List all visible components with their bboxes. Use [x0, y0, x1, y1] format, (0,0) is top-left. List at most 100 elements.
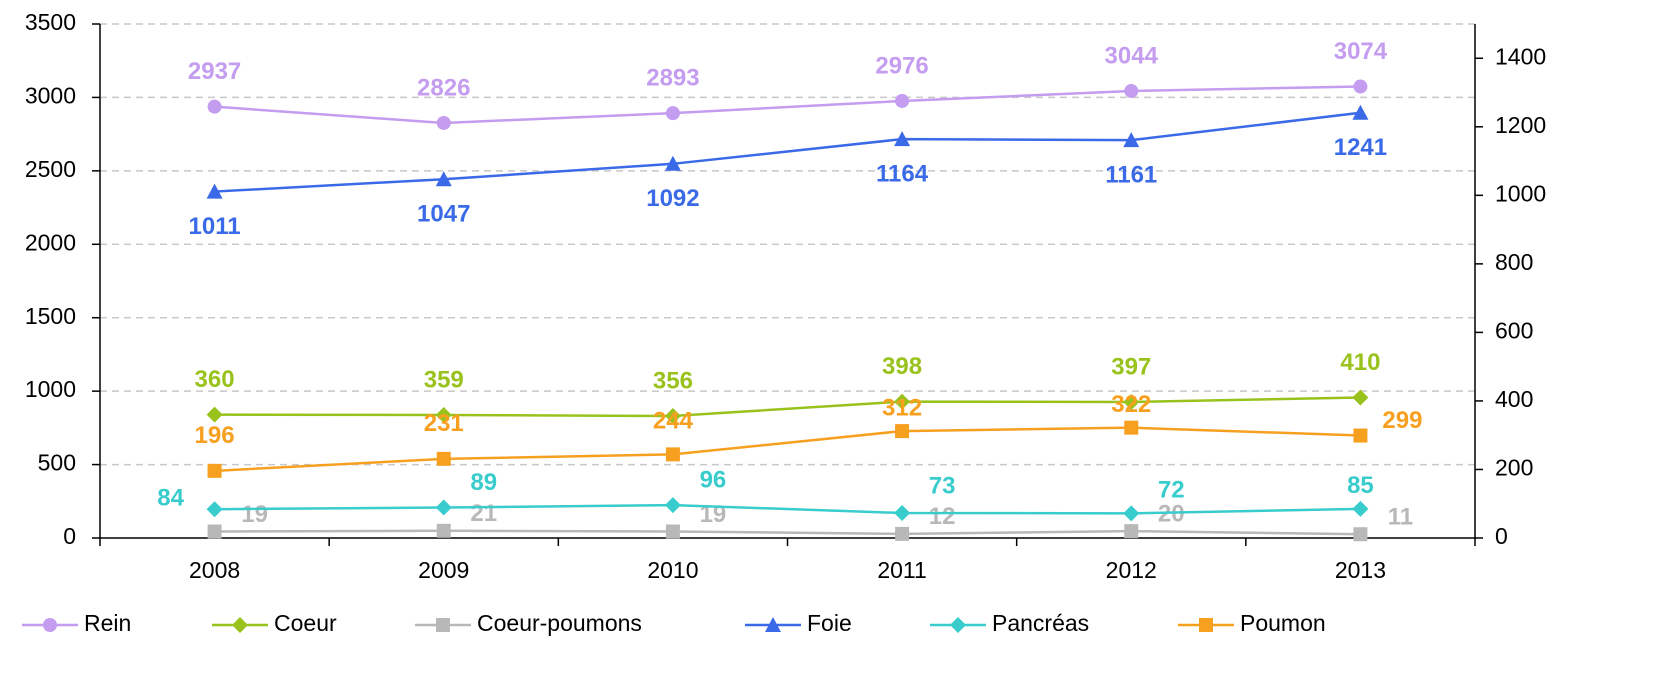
- point: [895, 424, 910, 439]
- legend-label: Coeur: [274, 610, 337, 636]
- data-label: 21: [470, 500, 497, 527]
- point: [894, 393, 911, 410]
- legend-marker: [1199, 618, 1213, 632]
- y2-tick-label: 1000: [1495, 180, 1546, 206]
- data-label: 196: [195, 422, 235, 449]
- point: [206, 183, 223, 199]
- legend-marker: [950, 617, 966, 633]
- y-tick-label: 1000: [25, 376, 76, 402]
- point: [435, 406, 452, 423]
- point: [436, 115, 451, 130]
- y2-tick-label: 600: [1495, 317, 1533, 343]
- point: [665, 106, 680, 121]
- point: [207, 99, 222, 114]
- data-label: 312: [882, 394, 922, 421]
- data-label: 12: [929, 503, 956, 530]
- data-label: 1011: [189, 213, 241, 240]
- point: [1124, 83, 1139, 98]
- y2-tick-label: 400: [1495, 386, 1533, 412]
- point: [665, 447, 680, 462]
- point: [895, 526, 910, 541]
- point: [664, 497, 681, 514]
- y2-tick-label: 1400: [1495, 43, 1546, 69]
- point: [664, 155, 681, 171]
- data-label: 360: [195, 366, 235, 393]
- legend-marker: [436, 618, 450, 632]
- point: [1352, 500, 1369, 517]
- point: [1352, 389, 1369, 406]
- data-label: 1161: [1105, 162, 1157, 189]
- data-label: 20: [1158, 500, 1185, 527]
- y-tick-label: 3500: [25, 9, 76, 35]
- y-tick-label: 2500: [25, 156, 76, 182]
- data-label: 299: [1382, 407, 1422, 434]
- point: [206, 501, 223, 518]
- data-label: 89: [470, 469, 497, 496]
- point: [894, 131, 911, 147]
- point: [206, 406, 223, 423]
- data-label: 2976: [875, 52, 928, 79]
- data-label: 84: [157, 485, 184, 512]
- point: [894, 504, 911, 521]
- x-tick-label: 2013: [1335, 557, 1386, 583]
- data-label: 1092: [646, 185, 699, 212]
- point: [1353, 527, 1368, 542]
- point: [1353, 428, 1368, 443]
- x-tick-label: 2008: [189, 557, 240, 583]
- point: [664, 408, 681, 425]
- data-label: 2826: [417, 74, 470, 101]
- series-line: [214, 529, 1361, 536]
- series-line: [214, 111, 1361, 193]
- data-label: 73: [929, 472, 956, 499]
- series-line: [214, 426, 1361, 473]
- x-tick-label: 2011: [877, 557, 926, 583]
- point: [435, 499, 452, 516]
- legend-label: Rein: [84, 610, 131, 636]
- legend-label: Pancréas: [992, 610, 1089, 636]
- y2-tick-label: 0: [1495, 523, 1508, 549]
- data-label: 356: [653, 367, 693, 394]
- point: [1123, 393, 1140, 410]
- data-label: 11: [1388, 504, 1413, 531]
- data-label: 1164: [876, 160, 929, 187]
- data-label: 2937: [188, 58, 241, 85]
- x-tick-label: 2009: [418, 557, 469, 583]
- y-tick-label: 0: [63, 523, 76, 549]
- data-label: 1241: [1334, 134, 1387, 161]
- series-line: [214, 396, 1361, 418]
- legend-label: Coeur-poumons: [477, 610, 642, 636]
- point: [1352, 104, 1369, 120]
- point: [665, 524, 680, 539]
- legend-marker: [232, 617, 248, 633]
- y2-tick-label: 1200: [1495, 112, 1546, 138]
- y-tick-label: 2000: [25, 229, 76, 255]
- y-tick-label: 3000: [25, 83, 76, 109]
- data-label: 231: [424, 410, 464, 437]
- y-tick-label: 500: [38, 450, 76, 476]
- data-label: 397: [1111, 353, 1151, 380]
- point: [1124, 524, 1139, 539]
- y2-tick-label: 200: [1495, 455, 1533, 481]
- legend-marker: [43, 618, 57, 632]
- data-label: 3074: [1334, 38, 1388, 65]
- y2-tick-label: 800: [1495, 249, 1533, 275]
- data-label: 19: [700, 501, 727, 528]
- point: [207, 463, 222, 478]
- point: [436, 523, 451, 538]
- x-tick-label: 2010: [647, 557, 698, 583]
- point: [1123, 132, 1140, 148]
- point: [1124, 420, 1139, 435]
- data-label: 322: [1111, 391, 1151, 418]
- data-label: 410: [1340, 349, 1380, 376]
- point: [895, 93, 910, 108]
- data-label: 96: [700, 466, 727, 493]
- data-label: 398: [882, 353, 922, 380]
- y-tick-label: 1500: [25, 303, 76, 329]
- data-label: 359: [424, 366, 464, 393]
- data-label: 72: [1158, 477, 1185, 504]
- data-label: 244: [653, 408, 694, 435]
- point: [436, 451, 451, 466]
- data-label: 1047: [417, 201, 470, 228]
- legend-label: Foie: [807, 610, 852, 636]
